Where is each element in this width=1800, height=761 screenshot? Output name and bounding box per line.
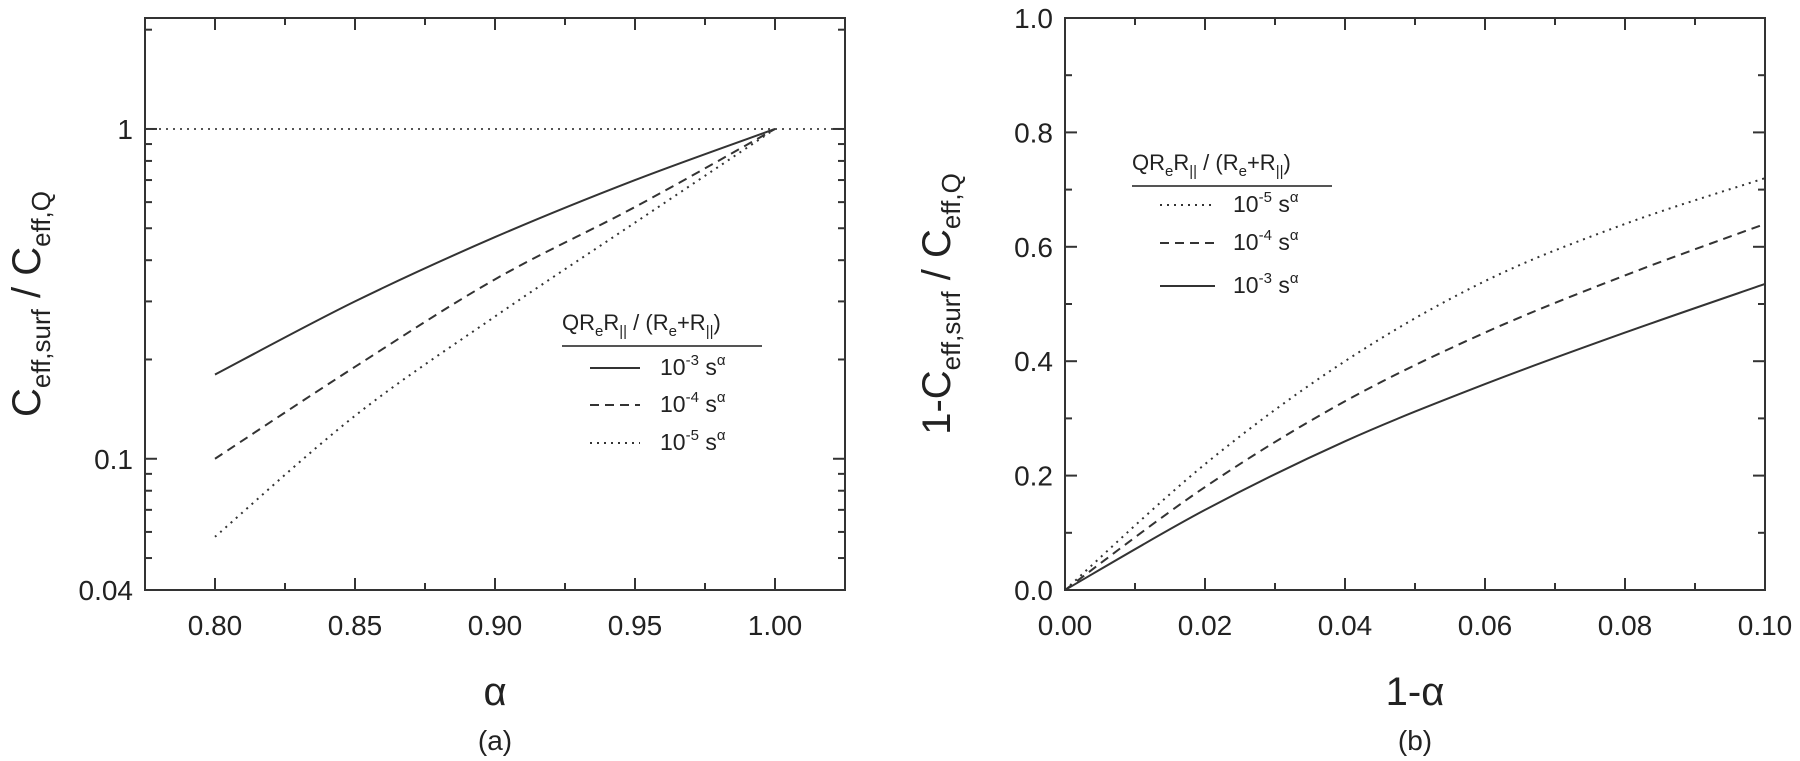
x-tick-label: 0.02 xyxy=(1178,610,1233,641)
legend-entry: 10-5 sα xyxy=(660,427,726,455)
panel-label: (a) xyxy=(478,725,512,756)
y-tick-label: 1.0 xyxy=(1014,3,1053,34)
y-tick-label: 0.4 xyxy=(1014,346,1053,377)
legend-entry: 10-4 sα xyxy=(660,389,726,417)
panel-b: 0.00 0.02 0.04 0.06 0.08 0.10 0.0 0.2 0.4 0.6 0.8 1… xyxy=(915,3,1792,756)
x-axis-label: 1-α xyxy=(1386,670,1445,714)
x-tick-label: 0.06 xyxy=(1458,610,1513,641)
series-line-solid xyxy=(1064,283,1766,591)
x-tick-label: 0.04 xyxy=(1318,610,1373,641)
y-tick-label: 1 xyxy=(117,114,133,145)
series-line-dashed xyxy=(1064,222,1766,591)
y-tick-label: 0.1 xyxy=(94,444,133,475)
legend-title: QReR|| / (Re+R||) xyxy=(562,310,721,340)
y-tick-label: 0.8 xyxy=(1014,117,1053,148)
y-tick-label: 0.6 xyxy=(1014,232,1053,263)
legend-entry: 10-4 sα xyxy=(1233,227,1299,255)
y-tick-label: 0.0 xyxy=(1014,575,1053,606)
x-tick-label: 0.10 xyxy=(1738,610,1793,641)
y-tick-label: 0.04 xyxy=(79,575,134,606)
x-tick-label: 0.85 xyxy=(328,610,383,641)
series-line-solid xyxy=(214,128,776,376)
plot-frame xyxy=(144,17,846,591)
plot-frame xyxy=(1064,17,1766,591)
y-axis-label: 1-Ceff,surf / Ceff,Q xyxy=(915,173,966,435)
y-axis-label: Ceff,surf / Ceff,Q xyxy=(5,191,56,417)
x-axis-label: α xyxy=(483,670,506,714)
x-tick-label: 0.00 xyxy=(1038,610,1093,641)
series-line-dashed xyxy=(214,128,776,460)
x-tick-label: 0.90 xyxy=(468,610,523,641)
legend-entry: 10-5 sα xyxy=(1233,189,1299,217)
x-tick-label: 0.80 xyxy=(188,610,243,641)
legend-title: QReR|| / (Re+R||) xyxy=(1132,150,1291,180)
y-tick-label: 0.2 xyxy=(1014,461,1053,492)
panel-a: 0.80 0.85 0.90 0.95 1.00 0.04 0.1 1 α Ceff,surf /… xyxy=(5,17,846,756)
x-tick-label: 0.95 xyxy=(608,610,663,641)
legend-entry: 10-3 sα xyxy=(1233,270,1299,298)
legend-entry: 10-3 sα xyxy=(660,352,726,380)
x-tick-label: 1.00 xyxy=(748,610,803,641)
x-tick-label: 0.08 xyxy=(1598,610,1653,641)
panel-label: (b) xyxy=(1398,725,1432,756)
